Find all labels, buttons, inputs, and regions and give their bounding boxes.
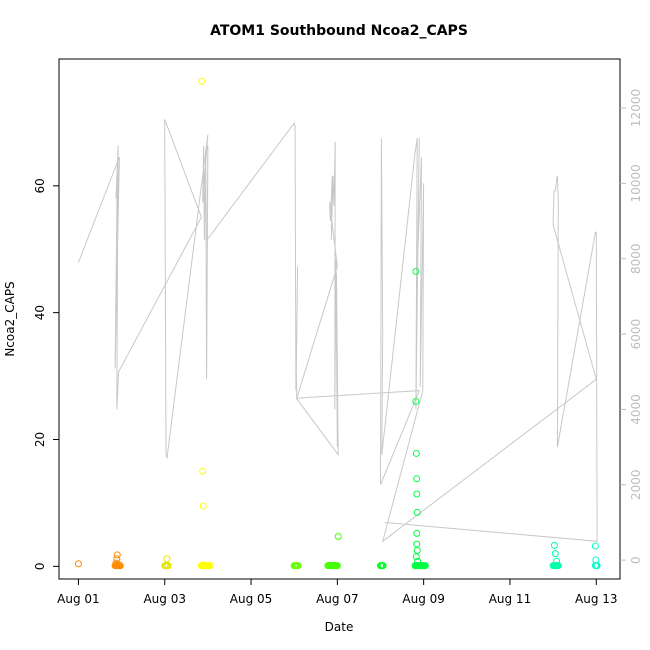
data-point bbox=[412, 397, 420, 405]
data-point bbox=[412, 553, 420, 561]
series-line-group bbox=[77, 119, 598, 543]
y2-tick-label: 12000 bbox=[629, 89, 643, 127]
y-axis-label: Ncoa2_CAPS bbox=[3, 281, 17, 356]
y2-tick-label: 4000 bbox=[629, 394, 643, 425]
data-point bbox=[333, 562, 341, 570]
y-tick-label: 20 bbox=[33, 432, 47, 447]
data-point bbox=[200, 561, 208, 569]
x-tick-label: Aug 01 bbox=[57, 592, 100, 606]
data-point bbox=[551, 550, 559, 558]
data-point bbox=[74, 560, 82, 568]
y2-tick-label: 6000 bbox=[629, 319, 643, 350]
x-tick-label: Aug 13 bbox=[575, 592, 618, 606]
y2-tick-label: 10000 bbox=[629, 164, 643, 202]
plot-frame bbox=[58, 58, 621, 580]
y-axis-left: 0 20 40 60 bbox=[33, 178, 59, 570]
data-point bbox=[163, 555, 171, 563]
data-point bbox=[413, 490, 421, 498]
x-tick-label: Aug 03 bbox=[143, 592, 186, 606]
data-point bbox=[553, 557, 561, 565]
data-point bbox=[334, 533, 342, 541]
chart-title: ATOM1 Southbound Ncoa2_CAPS bbox=[210, 23, 468, 39]
data-point bbox=[412, 267, 420, 275]
y2-tick-label: 2000 bbox=[629, 470, 643, 501]
y2-tick-label: 0 bbox=[629, 556, 643, 564]
x-axis: Aug 01 Aug 03 Aug 05 Aug 07 Aug 09 Aug 11 Aug … bbox=[57, 578, 618, 606]
y-axis-right: 0 2000 4000 6000 8000 10000 12000 bbox=[620, 89, 643, 564]
x-tick-label: Aug 11 bbox=[489, 592, 532, 606]
data-point bbox=[413, 540, 421, 548]
data-point bbox=[413, 529, 421, 537]
data-point bbox=[554, 562, 562, 570]
data-point bbox=[199, 467, 207, 475]
y-tick-label: 40 bbox=[33, 305, 47, 320]
data-point bbox=[113, 551, 121, 559]
data-point bbox=[592, 556, 600, 564]
x-tick-label: Aug 09 bbox=[402, 592, 445, 606]
data-point bbox=[379, 562, 387, 570]
data-point bbox=[591, 542, 599, 550]
series-points-group bbox=[74, 77, 601, 570]
data-point bbox=[413, 475, 421, 483]
data-point bbox=[421, 562, 429, 570]
data-point bbox=[413, 508, 421, 516]
y-tick-label: 0 bbox=[33, 562, 47, 570]
y-tick-label: 60 bbox=[33, 178, 47, 193]
data-point bbox=[116, 562, 124, 570]
y2-tick-label: 8000 bbox=[629, 243, 643, 274]
data-point bbox=[412, 449, 420, 457]
data-point bbox=[206, 562, 214, 570]
data-point bbox=[164, 562, 172, 570]
data-point bbox=[550, 541, 558, 549]
x-tick-label: Aug 07 bbox=[316, 592, 359, 606]
x-tick-label: Aug 05 bbox=[230, 592, 273, 606]
data-point bbox=[414, 557, 422, 565]
data-point bbox=[294, 562, 302, 570]
series-line bbox=[77, 119, 598, 543]
data-point bbox=[199, 502, 207, 510]
x-axis-label: Date bbox=[325, 620, 354, 634]
data-point bbox=[413, 546, 421, 554]
data-point bbox=[198, 77, 206, 85]
